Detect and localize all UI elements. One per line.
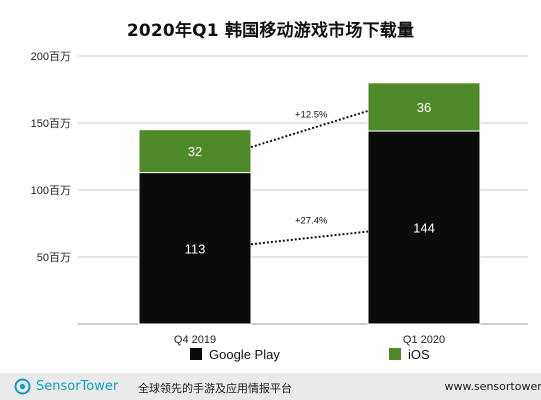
bar-segment-ios	[367, 82, 481, 132]
data-label: 113	[185, 241, 206, 256]
growth-annotation: +12.5%	[295, 109, 328, 120]
brand-tagline: 全球领先的手游及应用情报平台	[138, 382, 292, 395]
chart-title: 2020年Q1 韩国移动游戏市场下载量	[126, 21, 415, 41]
growth-connector-line	[250, 109, 369, 149]
sensortower-logo-icon	[14, 378, 31, 395]
bar-segment-google-play	[367, 130, 481, 325]
y-tick-label: 50百万	[37, 252, 71, 264]
legend-label: iOS	[408, 347, 430, 362]
y-tick-label: 150百万	[31, 118, 71, 130]
x-category-label: Q4 2019	[174, 334, 216, 346]
legend-swatch	[190, 348, 202, 360]
data-label: 144	[413, 221, 435, 236]
bar-segment-ios	[138, 129, 252, 174]
y-tick-label: 100百万	[31, 185, 71, 197]
stacked-bar-chart: 50百万 100百万 150百万 200百万 113 32 Q4 2019 144 36 Q1 2…	[31, 51, 528, 362]
y-tick-label: 200百万	[31, 51, 71, 63]
brand-name: SensorTower	[36, 379, 119, 394]
legend-swatch	[389, 348, 401, 360]
footer-bar: SensorTower 全球领先的手游及应用情报平台 www.sensortow…	[0, 373, 541, 400]
data-label: 32	[188, 144, 202, 159]
bar-segment-google-play	[138, 172, 252, 325]
x-category-label: Q1 2020	[403, 334, 445, 346]
data-label: 36	[417, 100, 431, 115]
growth-annotation: +27.4%	[295, 215, 328, 226]
footer-url[interactable]: www.sensortower-	[444, 380, 541, 393]
growth-connector-line	[250, 230, 369, 246]
legend-label: Google Play	[209, 347, 280, 362]
